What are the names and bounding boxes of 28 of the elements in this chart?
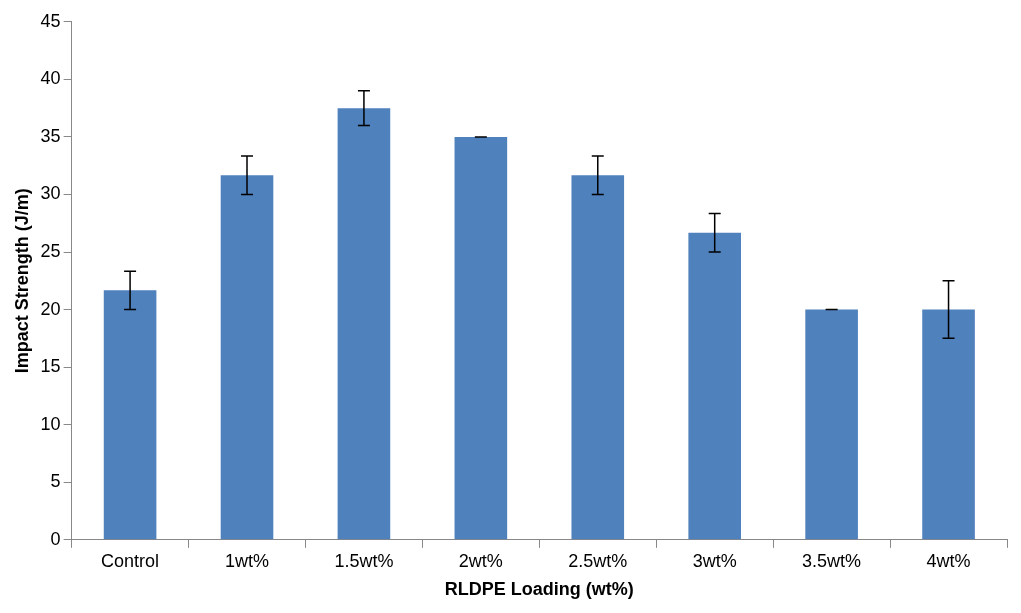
x-tick-label: 2wt% <box>458 550 503 571</box>
x-tick-label: 2.5wt% <box>568 550 628 571</box>
y-tick-label: 10 <box>40 413 61 434</box>
y-tick-label: 20 <box>40 298 61 319</box>
y-axis-title: Impact Strength (J/m) <box>11 188 32 374</box>
bar <box>571 175 625 540</box>
y-tick-label: 30 <box>40 183 61 204</box>
bar <box>688 232 741 540</box>
x-tick-label: 1.5wt% <box>334 550 394 571</box>
x-axis-title: RLDPE Loading (wt%) <box>444 579 634 600</box>
x-tick-label: 1wt% <box>225 550 270 571</box>
y-tick-label: 25 <box>40 240 61 261</box>
y-tick-label: 40 <box>40 68 61 89</box>
bar <box>337 108 391 540</box>
y-tick-label: 45 <box>40 10 61 31</box>
x-tick-label: 4wt% <box>926 550 971 571</box>
y-tick-label: 5 <box>50 471 61 492</box>
bar <box>103 290 157 540</box>
bar <box>220 175 274 540</box>
x-tick-label: 3.5wt% <box>802 550 862 571</box>
x-tick-label: 3wt% <box>692 550 737 571</box>
y-tick-label: 15 <box>40 356 61 377</box>
bar <box>454 136 508 540</box>
bar <box>922 309 975 540</box>
y-tick-label: 0 <box>50 528 61 549</box>
y-tick-label: 35 <box>40 125 61 146</box>
x-tick-label: Control <box>101 550 160 571</box>
bar <box>805 309 858 540</box>
